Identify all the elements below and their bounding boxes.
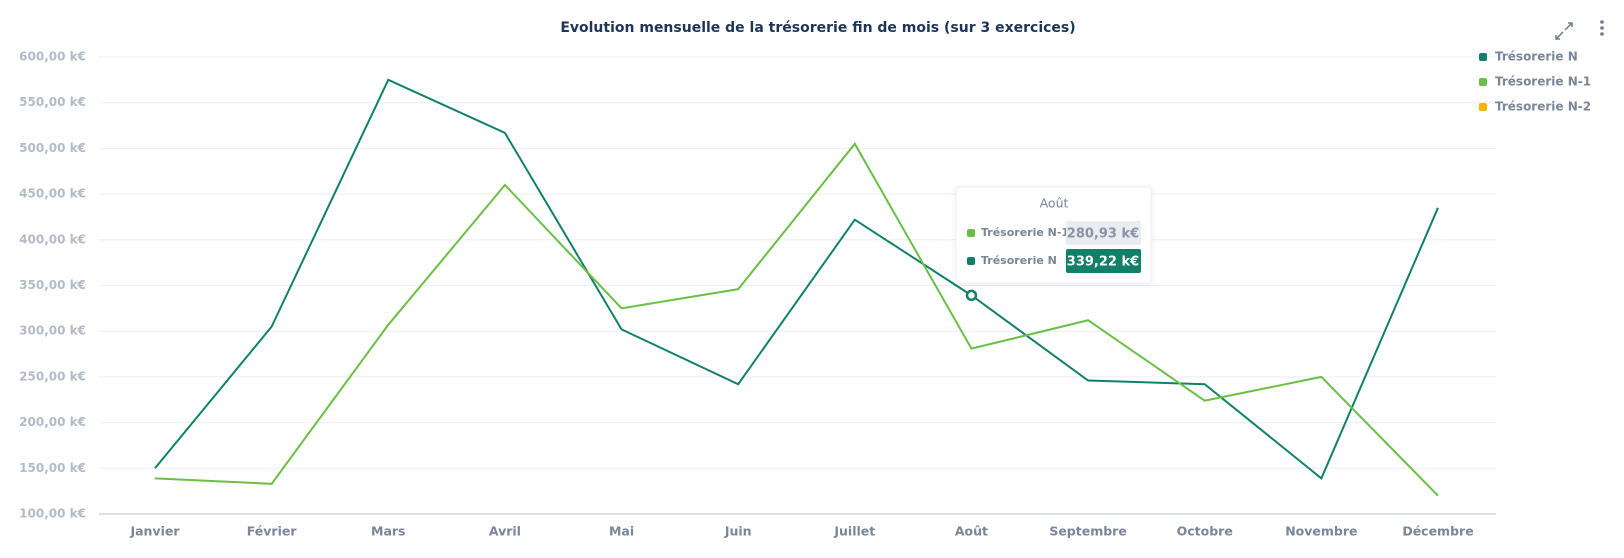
y-tick-label: 400,00 k€ (19, 232, 86, 246)
series-line (154, 142, 1439, 497)
menu-icon[interactable] (1600, 20, 1604, 36)
chart-title: Evolution mensuelle de la trésorerie fin… (560, 20, 1075, 36)
x-tick-label: Mai (609, 524, 634, 539)
legend-label: Trésorerie N (1495, 50, 1578, 64)
tooltip-title: Août (1040, 196, 1069, 211)
x-tick-label: Décembre (1402, 524, 1473, 539)
x-tick-label: Janvier (129, 524, 180, 539)
x-tick-label: Juin (724, 524, 752, 539)
x-tick-label: Février (247, 524, 298, 539)
y-tick-label: 350,00 k€ (19, 278, 86, 292)
y-tick-label: 600,00 k€ (19, 50, 86, 64)
legend-swatch (1479, 53, 1487, 61)
tooltip-value: 339,22 k€ (1067, 255, 1139, 270)
y-tick-label: 100,00 k€ (19, 507, 86, 521)
tooltip-value-box (1066, 249, 1141, 273)
y-tick-label: 250,00 k€ (19, 369, 86, 383)
tooltip-swatch (967, 229, 975, 237)
x-tick-label: Juillet (833, 524, 875, 539)
tooltip-name: Trésorerie N-1 (981, 226, 1069, 239)
legend-swatch (1479, 103, 1487, 111)
x-tick-label: Novembre (1285, 524, 1357, 539)
y-tick-label: 450,00 k€ (19, 187, 86, 201)
legend-label: Trésorerie N-1 (1495, 75, 1591, 89)
y-tick-label: 550,00 k€ (19, 95, 86, 109)
legend-label: Trésorerie N-2 (1495, 100, 1591, 114)
x-tick-label: Septembre (1049, 524, 1127, 539)
x-tick-label: Octobre (1177, 524, 1233, 539)
y-tick-label: 500,00 k€ (19, 141, 86, 155)
tooltip-swatch (967, 257, 975, 265)
tooltip-name: Trésorerie N (981, 254, 1057, 267)
x-tick-label: Avril (489, 524, 521, 539)
expand-icon[interactable] (1555, 22, 1573, 40)
y-tick-label: 150,00 k€ (19, 461, 86, 475)
hover-point (965, 289, 978, 302)
legend-swatch (1479, 78, 1487, 86)
y-tick-label: 300,00 k€ (19, 324, 86, 338)
y-tick-label: 200,00 k€ (19, 415, 86, 429)
series-line (154, 78, 1439, 480)
x-tick-label: Mars (371, 524, 405, 539)
tooltip-value: 280,93 k€ (1067, 227, 1139, 242)
x-tick-label: Août (955, 524, 988, 539)
tooltip-value-box (1066, 221, 1141, 245)
